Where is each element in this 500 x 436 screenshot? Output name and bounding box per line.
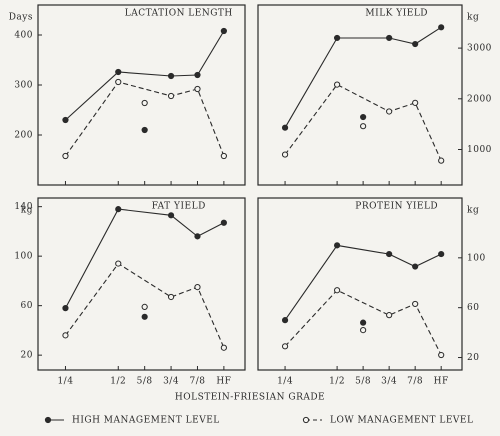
data-point — [220, 344, 227, 351]
y-tick-label: 3000 — [467, 44, 492, 54]
data-point — [438, 157, 445, 164]
series-line — [284, 83, 442, 161]
y-tick-label: 20 — [467, 353, 479, 363]
data-point — [334, 242, 341, 249]
x-tick-label: 3/4 — [163, 377, 179, 387]
data-point — [360, 123, 367, 130]
data-point — [194, 85, 201, 93]
data-point — [141, 126, 148, 134]
y-tick-label: 300 — [14, 81, 33, 91]
legend-marker — [302, 416, 310, 424]
data-point — [386, 250, 393, 258]
data-point — [194, 283, 201, 291]
y-tick-label: 60 — [467, 303, 479, 313]
data-point — [438, 351, 445, 359]
y-tick-label: 140 — [14, 202, 33, 212]
data-point — [360, 319, 367, 326]
data-point — [281, 343, 289, 350]
data-point — [334, 34, 341, 42]
y-tick-label: 20 — [21, 351, 33, 361]
y-tick-label: 100 — [14, 252, 33, 262]
y-tick-label: 2000 — [467, 94, 492, 104]
data-point — [438, 24, 445, 31]
data-point — [115, 68, 122, 76]
data-point — [167, 293, 175, 301]
y-axis-label: kg — [467, 13, 479, 23]
y-tick-label: 60 — [21, 301, 33, 311]
x-tick-label: 3/4 — [381, 377, 397, 387]
legend-label: HIGH MANAGEMENT LEVEL — [72, 416, 220, 426]
data-point — [141, 303, 148, 310]
x-tick-label: HF — [434, 377, 449, 387]
legend-marker — [44, 416, 52, 424]
chart-title: LACTATION LENGTH — [125, 9, 233, 19]
chart-title: FAT YIELD — [152, 202, 206, 212]
y-axis-label: kg — [21, 206, 33, 216]
y-tick-label: 400 — [14, 31, 33, 41]
data-point — [281, 151, 289, 158]
data-point — [194, 233, 201, 240]
x-tick-label: 5/8 — [137, 377, 153, 387]
data-point — [62, 152, 69, 160]
x-tick-label: 7/8 — [407, 377, 423, 387]
x-tick-label: 1/2 — [329, 377, 345, 387]
data-point — [360, 113, 367, 121]
x-tick-label: 1/4 — [57, 377, 73, 387]
x-axis-label: HOLSTEIN-FRIESIAN GRADE — [175, 393, 325, 403]
data-point — [220, 219, 227, 226]
data-point — [141, 313, 148, 320]
y-tick-label: 200 — [14, 131, 33, 141]
legend-label: LOW MANAGEMENT LEVEL — [330, 416, 473, 426]
plot-frame — [37, 197, 246, 371]
series-line — [284, 26, 442, 128]
data-point — [62, 116, 69, 124]
data-point — [386, 34, 393, 42]
data-point — [412, 40, 419, 48]
data-point — [167, 92, 175, 100]
series-line — [65, 262, 225, 348]
data-point — [386, 108, 393, 115]
data-point — [220, 27, 227, 35]
x-tick-label: HF — [216, 377, 231, 387]
series-line — [284, 289, 442, 356]
x-tick-label: 1/2 — [110, 377, 126, 387]
x-tick-label: 1/4 — [277, 377, 293, 387]
data-point — [62, 305, 69, 312]
data-point — [281, 317, 289, 324]
data-point — [167, 72, 175, 80]
y-tick-label: 1000 — [467, 145, 492, 155]
plot-frame — [37, 4, 246, 186]
y-axis-label: Days — [9, 13, 33, 23]
chart-title: PROTEIN YIELD — [355, 202, 438, 212]
data-point — [281, 124, 289, 131]
data-point — [334, 287, 341, 294]
x-tick-label: 7/8 — [189, 377, 205, 387]
plot-frame — [257, 197, 463, 371]
plot-frame — [257, 4, 463, 186]
data-point — [115, 260, 122, 267]
data-point — [115, 206, 122, 213]
data-point — [412, 99, 419, 106]
data-point — [194, 71, 201, 79]
data-point — [167, 212, 175, 219]
data-point — [334, 81, 341, 88]
data-point — [386, 312, 393, 319]
data-point — [438, 250, 445, 258]
y-axis-label: kg — [467, 206, 479, 216]
y-tick-label: 100 — [467, 253, 486, 263]
x-tick-label: 5/8 — [355, 377, 371, 387]
data-point — [62, 332, 69, 339]
series-line — [65, 81, 225, 157]
data-point — [141, 99, 148, 107]
data-point — [220, 152, 227, 160]
data-point — [412, 263, 419, 270]
data-point — [115, 78, 122, 86]
data-point — [412, 300, 419, 308]
chart-title: MILK YIELD — [365, 9, 428, 19]
data-point — [360, 327, 367, 334]
